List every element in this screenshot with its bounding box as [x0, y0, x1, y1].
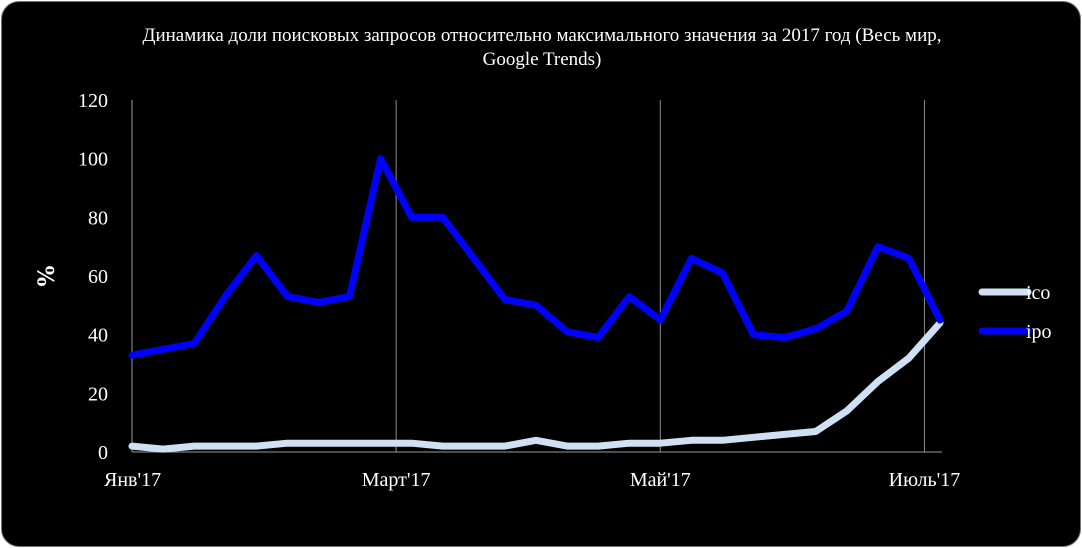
series-line-ico	[128, 319, 944, 453]
x-tick-label: Март'17	[362, 469, 431, 491]
y-tick-label: 60	[88, 266, 108, 288]
x-tick-label: Май'17	[630, 469, 691, 491]
y-tick-label: 0	[98, 442, 108, 464]
y-tick-label: 120	[78, 90, 108, 112]
series-line-ipo	[128, 155, 944, 359]
y-tick-label: 20	[88, 383, 108, 405]
legend-label-ipo: ipo	[1026, 321, 1052, 343]
y-tick-label: 100	[78, 149, 108, 171]
chart-title: Динамика доли поисковых запросов относит…	[142, 25, 942, 70]
y-tick-label: 80	[88, 207, 108, 229]
y-axis-label: %	[34, 265, 60, 286]
legend-label-ico: ico	[1026, 282, 1050, 304]
x-tick-label: Янв'17	[104, 469, 161, 491]
x-tick-label: Июль'17	[889, 469, 961, 491]
y-tick-label: 40	[88, 325, 108, 347]
